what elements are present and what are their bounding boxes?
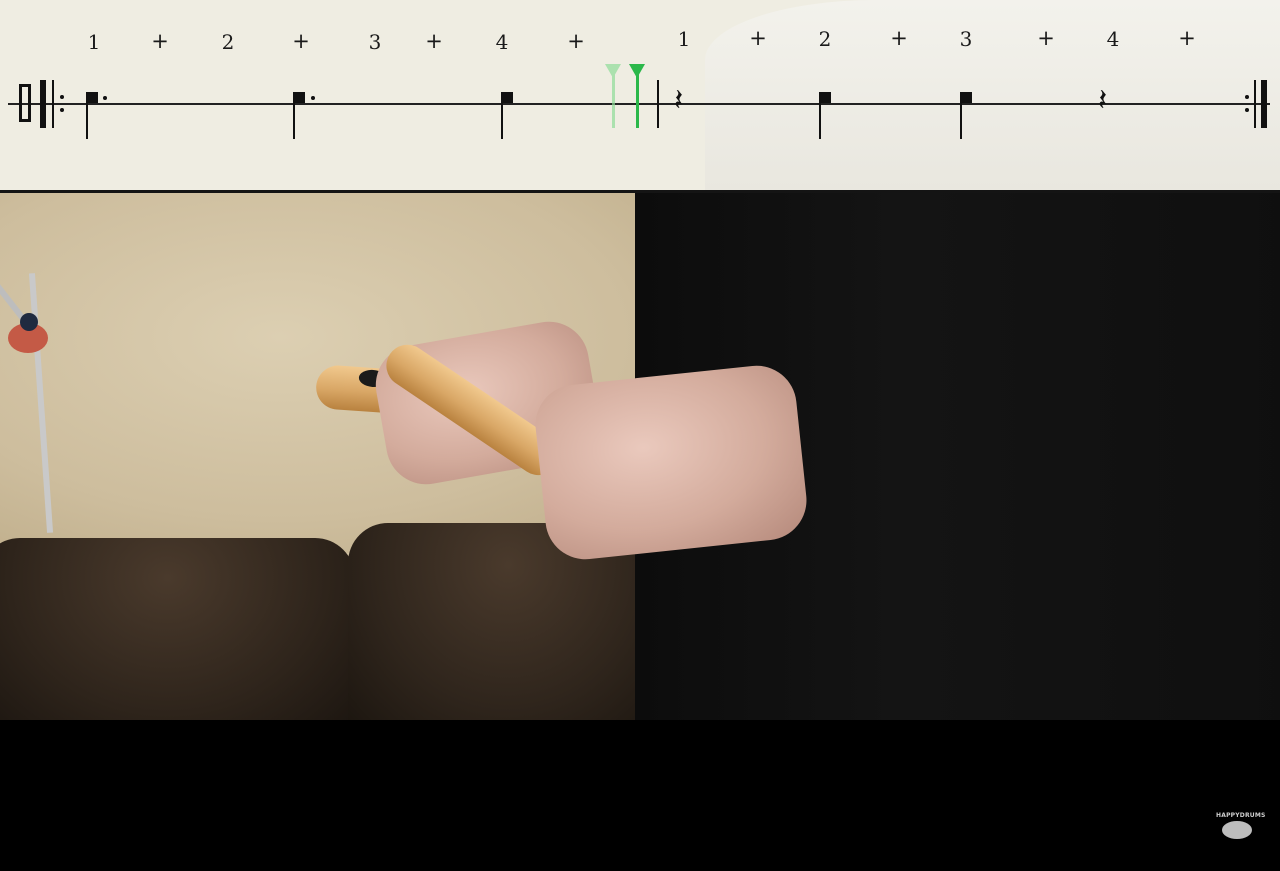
- repeat-dot: [60, 95, 64, 99]
- repeat-end-thin-bar: [1254, 80, 1256, 128]
- count-label: +: [425, 29, 443, 53]
- video-frame[interactable]: [0, 193, 1280, 720]
- augmentation-dot: [311, 96, 315, 100]
- quarter-rest: 𝄽: [674, 83, 684, 118]
- count-label: +: [890, 26, 908, 50]
- count-label: +: [151, 29, 169, 53]
- count-label: 1: [87, 30, 101, 54]
- repeat-start-thin-bar: [52, 80, 54, 128]
- repeat-start-thick-bar: [40, 80, 46, 128]
- repeat-dot: [1245, 95, 1249, 99]
- note-stem: [293, 101, 295, 139]
- note-head: [960, 92, 972, 103]
- repeat-dot: [1245, 108, 1249, 112]
- count-label: 2: [818, 27, 832, 51]
- count-label: +: [1037, 26, 1055, 50]
- toy-figure-head: [20, 313, 38, 331]
- repeat-dot: [60, 108, 64, 112]
- count-label: 4: [495, 30, 509, 54]
- channel-watermark: HAPPYDRUMS: [1216, 812, 1266, 846]
- count-label: 3: [959, 27, 973, 51]
- note-head: [293, 92, 305, 103]
- percussion-clef: [19, 84, 31, 122]
- note-head: [86, 92, 98, 103]
- staff-line: [8, 103, 1270, 105]
- right-hand: [531, 361, 811, 564]
- drum-icon: [1222, 821, 1252, 839]
- count-label: +: [1178, 26, 1196, 50]
- playback-cursor-trail: [605, 64, 621, 128]
- note-stem: [960, 101, 962, 139]
- repeat-end-thick-bar: [1261, 80, 1267, 128]
- count-label: 2: [221, 30, 235, 54]
- count-label: 4: [1106, 27, 1120, 51]
- note-stem: [501, 101, 503, 139]
- playback-cursor: [629, 64, 645, 128]
- cursor-arrow-icon: [605, 64, 621, 78]
- rhythm-notation-strip: 1 + 2 + 3 + 4 + 1 + 2 + 3 + 4 + 𝄽 𝄽: [0, 0, 1280, 193]
- count-label: +: [749, 26, 767, 50]
- count-label: 1: [677, 27, 691, 51]
- quarter-rest: 𝄽: [1098, 83, 1108, 118]
- note-stem: [86, 101, 88, 139]
- barline: [657, 80, 659, 128]
- watermark-logo-text: HAPPYDRUMS: [1216, 812, 1266, 819]
- note-head: [819, 92, 831, 103]
- count-label: +: [292, 29, 310, 53]
- cursor-arrow-icon: [629, 64, 645, 78]
- note-stem: [819, 101, 821, 139]
- count-label: +: [567, 29, 585, 53]
- couch-cushion-left: [0, 538, 355, 720]
- augmentation-dot: [103, 96, 107, 100]
- note-head: [501, 92, 513, 103]
- notation-overlay-shade: [705, 0, 1280, 190]
- count-label: 3: [368, 30, 382, 54]
